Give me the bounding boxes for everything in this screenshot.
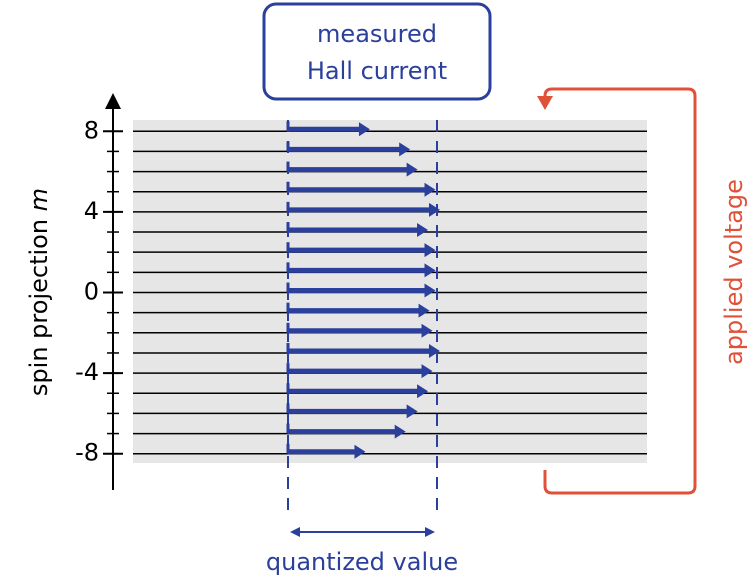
box-label: measured bbox=[317, 20, 437, 48]
hall-arrow bbox=[288, 323, 433, 338]
voltage-arrowhead bbox=[537, 96, 553, 110]
hall-arrow bbox=[288, 223, 429, 238]
hall-arrow bbox=[288, 182, 436, 197]
hall-arrow bbox=[288, 283, 436, 298]
hall-arrow bbox=[288, 202, 440, 217]
hall-arrow bbox=[288, 122, 370, 137]
hall-arrow bbox=[288, 364, 433, 379]
bottom-label: quantized value bbox=[266, 548, 458, 576]
y-tick-label: -4 bbox=[75, 358, 99, 386]
hall-arrow bbox=[288, 404, 418, 419]
hall-arrow bbox=[288, 343, 440, 358]
hall-arrow bbox=[288, 303, 430, 318]
y-tick-label: 8 bbox=[84, 116, 99, 144]
hall-arrow bbox=[288, 162, 418, 177]
side-label: applied voltage bbox=[720, 179, 748, 365]
hall-arrow bbox=[288, 263, 436, 278]
y-tick-label: 0 bbox=[84, 277, 99, 305]
hall-arrow bbox=[288, 243, 436, 258]
y-axis-label: spin projection m bbox=[25, 188, 53, 396]
voltage-loop bbox=[543, 87, 697, 495]
y-tick-label: 4 bbox=[84, 197, 99, 225]
hall-arrow bbox=[288, 444, 366, 459]
hall-arrow bbox=[288, 384, 429, 399]
box-label: Hall current bbox=[307, 57, 447, 85]
y-tick-label: -8 bbox=[75, 439, 99, 467]
box bbox=[262, 2, 492, 101]
hall-arrow bbox=[288, 424, 406, 439]
hall-arrow bbox=[288, 142, 411, 157]
y-axis-label-var: m bbox=[25, 188, 53, 211]
y-axis-label-text: spin projection bbox=[25, 219, 53, 396]
